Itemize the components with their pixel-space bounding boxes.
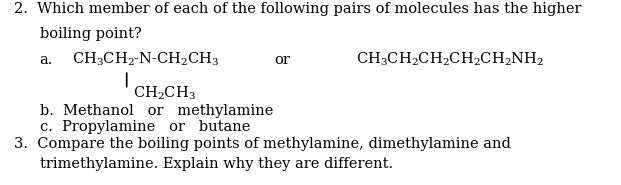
- Text: or: or: [274, 53, 290, 67]
- Text: a.: a.: [40, 53, 53, 67]
- Text: $\mathregular{CH_3CH_2}$-N-$\mathregular{CH_2CH_3}$: $\mathregular{CH_3CH_2}$-N-$\mathregular…: [72, 51, 219, 68]
- Text: $\mathregular{CH_3CH_2CH_2CH_2CH_2NH_2}$: $\mathregular{CH_3CH_2CH_2CH_2CH_2NH_2}$: [356, 51, 545, 68]
- Text: $\mathregular{CH_2CH_3}$: $\mathregular{CH_2CH_3}$: [133, 85, 196, 102]
- Text: c.  Propylamine   or   butane: c. Propylamine or butane: [40, 120, 250, 134]
- Text: boiling point?: boiling point?: [40, 27, 142, 41]
- Text: 3.  Compare the boiling points of methylamine, dimethylamine and: 3. Compare the boiling points of methyla…: [14, 137, 510, 151]
- Text: b.  Methanol   or   methylamine: b. Methanol or methylamine: [40, 104, 273, 117]
- Text: trimethylamine. Explain why they are different.: trimethylamine. Explain why they are dif…: [40, 157, 393, 171]
- Text: 2.  Which member of each of the following pairs of molecules has the higher: 2. Which member of each of the following…: [14, 2, 581, 16]
